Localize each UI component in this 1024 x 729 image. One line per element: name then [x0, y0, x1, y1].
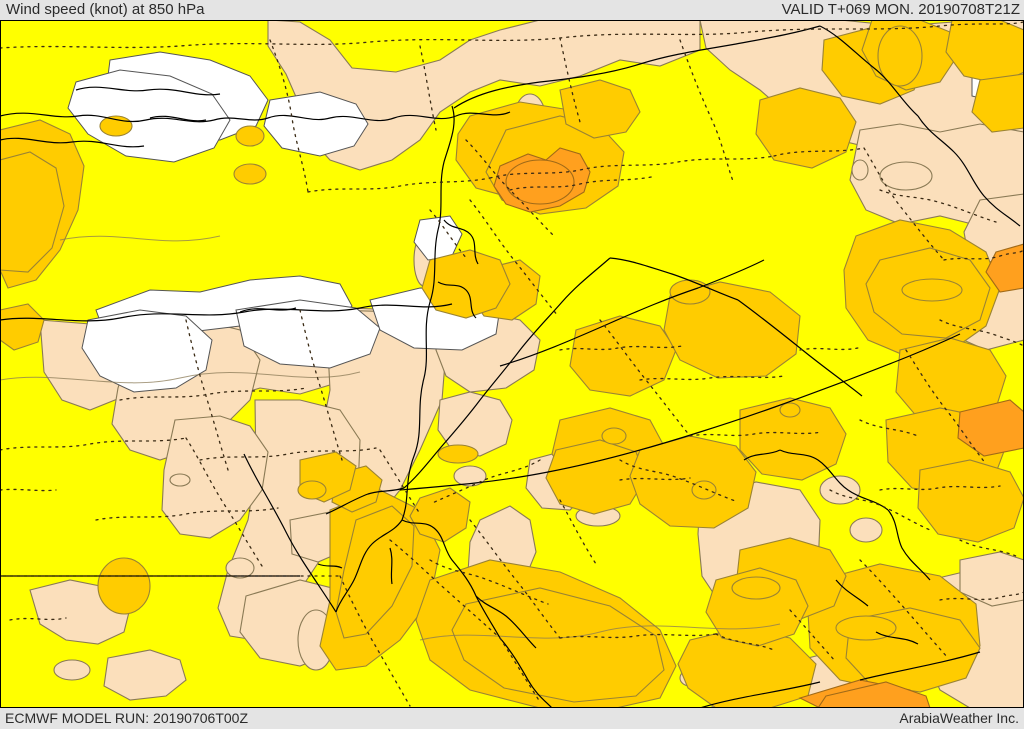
- contour-band-lowest-group: [67, 35, 999, 607]
- footer-bar: ECMWF MODEL RUN: 20190706T00Z ArabiaWeat…: [0, 708, 1024, 729]
- contour-band-highest-group: [493, 147, 1024, 708]
- provider-brand-label: ArabiaWeather Inc.: [899, 710, 1019, 726]
- wind-speed-contour-field: [0, 20, 1024, 708]
- model-run-label: ECMWF MODEL RUN: 20190706T00Z: [5, 710, 248, 726]
- coastline-group: [0, 86, 931, 708]
- contour-band-high-group: [0, 20, 1024, 708]
- header-bar: Wind speed (knot) at 850 hPa VALID T+069…: [0, 0, 1024, 20]
- valid-time-label: VALID T+069 MON. 20190708T21Z: [781, 1, 1020, 18]
- page-title: Wind speed (knot) at 850 hPa: [6, 1, 205, 18]
- contour-line-group: [0, 235, 781, 641]
- admin-border-dotted-group: [0, 21, 1024, 707]
- country-border-group: [0, 25, 1021, 708]
- map-canvas[interactable]: [0, 20, 1024, 708]
